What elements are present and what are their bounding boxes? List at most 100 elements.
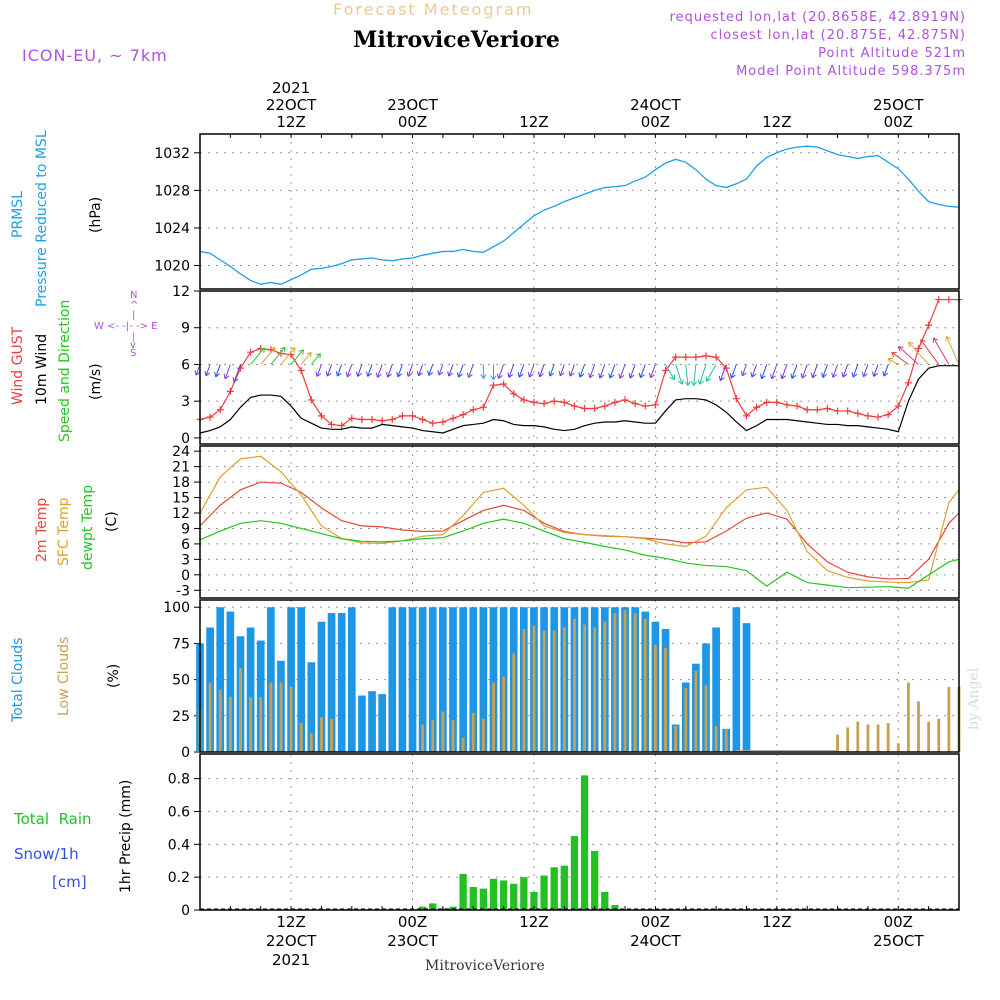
gust-point [216, 406, 224, 414]
gust-point [398, 412, 406, 420]
precip-bar [580, 775, 589, 910]
compass-we: W <- -|- -> E [94, 321, 158, 332]
precip-bar [560, 865, 568, 910]
y-tick-label: 1028 [154, 183, 190, 199]
gust-point [560, 398, 568, 406]
low-cloud-bar [856, 721, 860, 752]
low-cloud-bar [320, 717, 323, 752]
dewpt-line [199, 518, 960, 589]
wind-arrow [619, 364, 626, 379]
wind-arrow-head [223, 373, 230, 380]
gust-point [469, 406, 477, 414]
gust-point [783, 401, 791, 409]
y-tick-label: 0 [181, 431, 190, 447]
gust-point [328, 420, 336, 428]
wind-arrow [908, 341, 930, 365]
low-cloud-bar [441, 711, 445, 752]
gust-point [672, 353, 680, 361]
bottom-time-label: 2021 [272, 951, 310, 969]
wind-arrow-head [325, 371, 332, 377]
total-cloud-bar [388, 607, 397, 752]
gust-point [540, 400, 548, 408]
low-cloud-bar [289, 686, 293, 752]
panel-frame [199, 753, 960, 911]
total-cloud-bar [266, 607, 275, 752]
wind-arrow [518, 364, 525, 378]
y-tick-label: 12 [172, 506, 190, 522]
gust-point [702, 352, 710, 360]
precip-bar [510, 883, 518, 910]
wind-arrow [801, 364, 808, 379]
precip-bar [570, 836, 579, 910]
wind-arrow-head [527, 372, 534, 378]
wind-arrow [650, 364, 656, 378]
wind-arrow [599, 364, 606, 379]
top-time-label: 00Z [398, 113, 427, 131]
gust-point [793, 402, 801, 410]
gust-point [530, 398, 538, 406]
wind-arrow-head [517, 372, 524, 378]
wind-arrow [357, 364, 363, 377]
top-time-label: 24OCT [630, 96, 681, 114]
gust-point [348, 414, 356, 422]
total-cloud-bar [742, 623, 751, 752]
total-cloud-bar [459, 607, 467, 752]
wind-arrow-head [891, 351, 897, 358]
wind-arrow-head [697, 379, 704, 385]
top-time-label: 00Z [884, 113, 913, 131]
wind-arrow-head [690, 380, 698, 386]
total-cloud-bar [449, 607, 457, 752]
wind-arrow [639, 364, 646, 378]
total-cloud-bar [712, 627, 720, 752]
wind-arrow-head [416, 370, 423, 377]
wind-arrow [280, 347, 296, 365]
wind-arrow [629, 364, 636, 379]
y-tick-label: 6 [181, 357, 190, 373]
total-cloud-bar [408, 607, 417, 752]
gust-point [247, 348, 255, 356]
low-cloud-bar [522, 628, 526, 752]
gust-point [388, 416, 396, 424]
gust-point [479, 403, 487, 411]
low-cloud-bar [937, 718, 941, 752]
wind-arrow-head [705, 376, 712, 382]
y-tick-label: 100 [163, 600, 190, 616]
rain-label: Total Rain [14, 810, 92, 828]
wind-arrow-head [932, 337, 939, 343]
wind-arrow [458, 364, 464, 378]
wind-arrow-head [396, 371, 403, 378]
wind-arrow-head [447, 371, 454, 377]
precip-bar [449, 906, 457, 910]
low-cloud-bar [512, 653, 516, 752]
low-cloud-bar [674, 725, 678, 752]
wind-arrow [730, 364, 737, 379]
wind-arrow [761, 364, 768, 379]
wind-arrow [498, 364, 505, 379]
wind-arrow [946, 336, 960, 365]
top-time-label: 12Z [762, 113, 791, 131]
total-cloud-bar [398, 607, 407, 752]
wind-arrow [781, 364, 788, 379]
gust-point [611, 398, 619, 406]
wind-line [199, 365, 959, 434]
snow-label: Snow/1h [14, 845, 79, 863]
gust-point [945, 296, 953, 304]
product-title: Forecast Meteogram [333, 0, 534, 19]
wind-arrow [250, 347, 265, 365]
wind-arrow-head [232, 377, 239, 383]
gust-point [449, 414, 457, 422]
low-cloud-bar [461, 737, 465, 752]
wind-arrow [811, 364, 818, 378]
bottom-time-label: 00Z [398, 913, 427, 931]
gust-point [884, 411, 892, 419]
gust-point [429, 419, 437, 427]
wind-arrow [569, 364, 575, 377]
wind-arrow-head [315, 353, 321, 359]
wind-arrow [310, 353, 321, 365]
gust-point [206, 413, 214, 421]
bottom-time-label: 12Z [762, 913, 791, 931]
compass-bar-bottom: | [132, 332, 136, 343]
wind-arrow-head [677, 379, 684, 385]
gust-point [641, 402, 649, 410]
low-cloud-bar [309, 733, 313, 752]
